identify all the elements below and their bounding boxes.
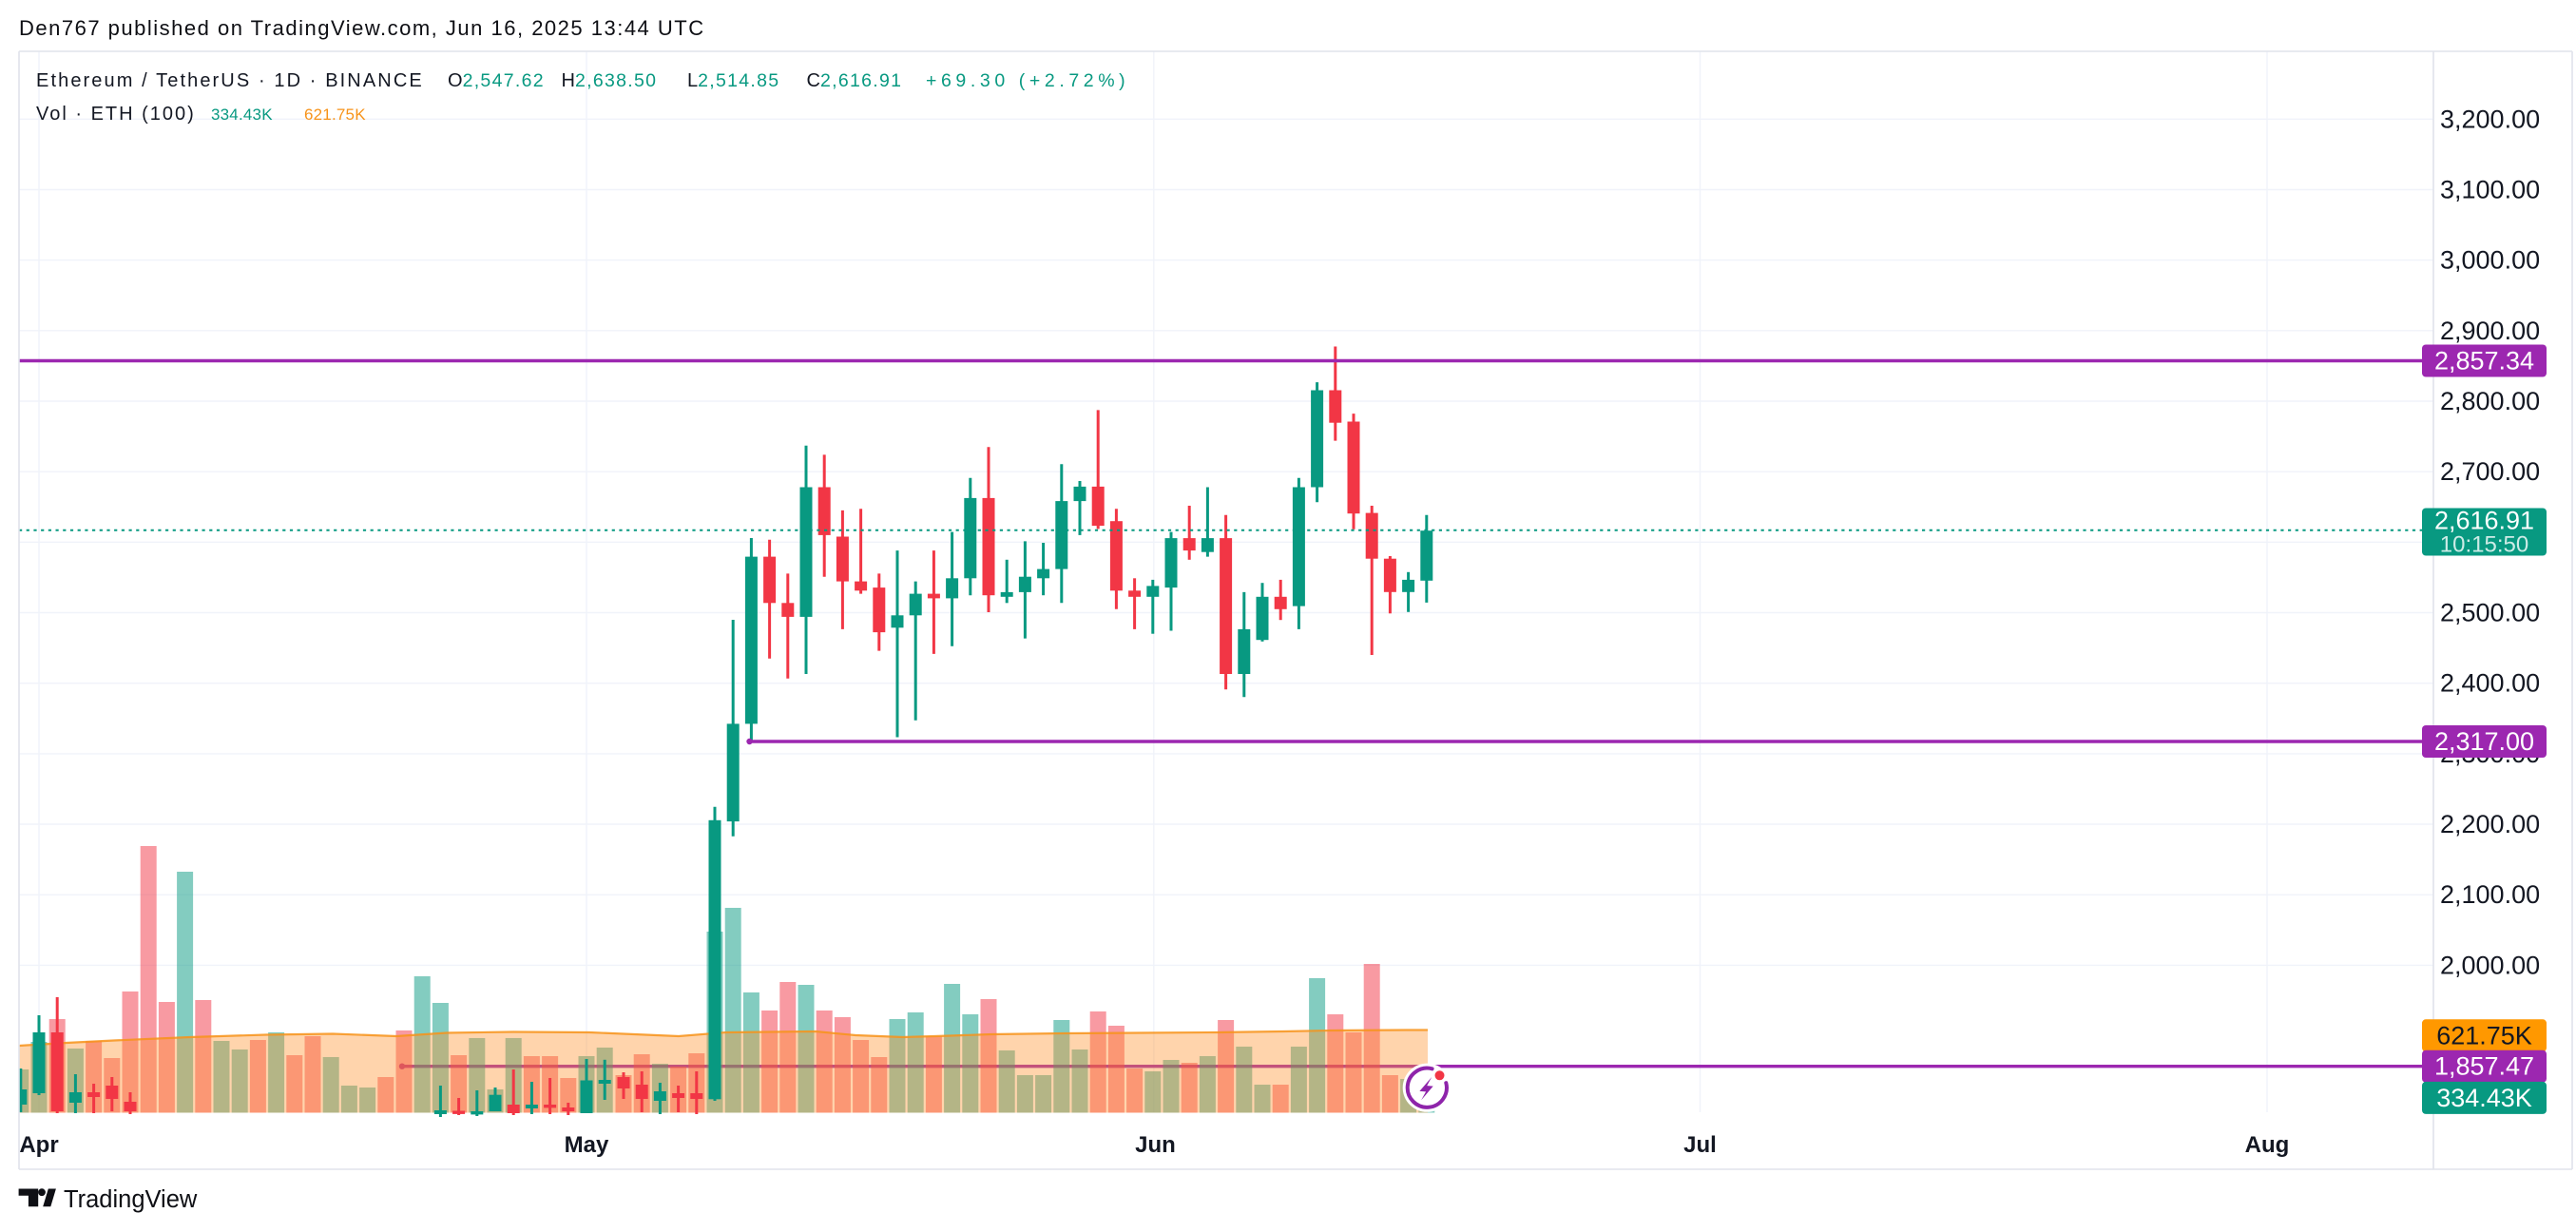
svg-text:+69.30 (+2.72%): +69.30 (+2.72%): [926, 70, 1129, 91]
svg-text:2,200.00: 2,200.00: [2440, 810, 2540, 838]
svg-text:May: May: [565, 1132, 609, 1158]
svg-text:10:15:50: 10:15:50: [2440, 532, 2528, 558]
svg-text:2,700.00: 2,700.00: [2440, 457, 2540, 486]
svg-text:TradingView: TradingView: [64, 1186, 198, 1213]
svg-text:2,616.91: 2,616.91: [2434, 507, 2534, 535]
svg-text:3,100.00: 3,100.00: [2440, 176, 2540, 204]
svg-text:334.43K: 334.43K: [211, 106, 273, 124]
svg-text:621.75K: 621.75K: [2436, 1021, 2532, 1049]
svg-text:Apr: Apr: [19, 1132, 58, 1158]
svg-text:334.43K: 334.43K: [2436, 1084, 2532, 1112]
svg-text:3,000.00: 3,000.00: [2440, 246, 2540, 275]
svg-text:Jun: Jun: [1135, 1132, 1176, 1158]
svg-text:2,317.00: 2,317.00: [2434, 727, 2534, 756]
svg-text:2,500.00: 2,500.00: [2440, 599, 2540, 627]
svg-text:C2,616.91: C2,616.91: [807, 70, 903, 91]
svg-text:2,900.00: 2,900.00: [2440, 317, 2540, 345]
svg-text:2,400.00: 2,400.00: [2440, 669, 2540, 698]
svg-text:Den767 published on TradingVie: Den767 published on TradingView.com, Jun…: [19, 16, 705, 40]
svg-text:H2,638.50: H2,638.50: [562, 70, 658, 91]
svg-text:L2,514.85: L2,514.85: [687, 70, 779, 91]
svg-text:3,200.00: 3,200.00: [2440, 105, 2540, 133]
svg-text:2,100.00: 2,100.00: [2440, 880, 2540, 909]
svg-text:2,000.00: 2,000.00: [2440, 951, 2540, 979]
svg-text:2,800.00: 2,800.00: [2440, 387, 2540, 415]
svg-text:Ethereum / TetherUS · 1D · BIN: Ethereum / TetherUS · 1D · BINANCE: [36, 70, 424, 91]
svg-text:1,857.47: 1,857.47: [2434, 1052, 2534, 1081]
svg-text:Aug: Aug: [2245, 1132, 2290, 1158]
svg-text:O2,547.62: O2,547.62: [448, 70, 545, 91]
svg-text:2,857.34: 2,857.34: [2434, 347, 2534, 375]
svg-text:Jul: Jul: [1683, 1132, 1717, 1158]
svg-text:Vol · ETH (100): Vol · ETH (100): [36, 104, 196, 125]
svg-text:621.75K: 621.75K: [304, 106, 366, 124]
